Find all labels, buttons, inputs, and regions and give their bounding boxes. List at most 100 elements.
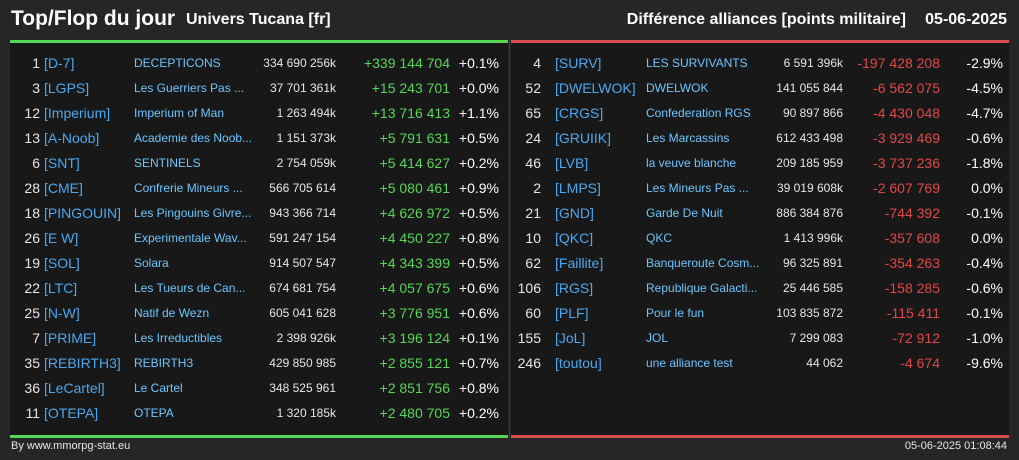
alliance-tag[interactable]: [toutou] xyxy=(555,355,602,371)
alliance-name[interactable]: la veuve blanche xyxy=(646,156,737,170)
percent-value: -0.6% xyxy=(966,280,1003,296)
alliance-name[interactable]: Les Marcassins xyxy=(646,131,730,145)
alliance-name[interactable]: DWELWOK xyxy=(646,81,709,95)
percent-value: -0.4% xyxy=(966,255,1003,271)
alliance-tag[interactable]: [LeCartel] xyxy=(44,380,105,396)
alliance-tag[interactable]: [LVB] xyxy=(555,155,589,171)
rank: 24 xyxy=(525,130,541,146)
alliance-name[interactable]: Confederation RGS xyxy=(646,106,751,120)
top-row: 19 [SOL] Solara 914 507 547 +4 343 399 +0.5% xyxy=(10,251,508,276)
alliance-name[interactable]: QKC xyxy=(646,231,673,245)
alliance-name[interactable]: Les Mineurs Pas ... xyxy=(646,181,749,195)
alliance-tag[interactable]: [SNT] xyxy=(44,155,80,171)
alliance-name[interactable]: Banqueroute Cosm... xyxy=(646,256,760,270)
rank: 35 xyxy=(24,355,40,371)
alliance-tag[interactable]: [QKC] xyxy=(555,230,594,246)
top-row: 35 [REBIRTH3] REBIRTH3 429 850 985 +2 855 12… xyxy=(10,351,508,376)
alliance-name[interactable]: Academie des Noob... xyxy=(134,131,253,145)
alliance-name[interactable]: REBIRTH3 xyxy=(134,356,194,370)
points-value: 566 705 614 xyxy=(269,181,336,195)
percent-value: -1.0% xyxy=(966,330,1003,346)
alliance-name[interactable]: JOL xyxy=(646,331,669,345)
flop-panel: 4 [SURV] LES SURVIVANTS 6 591 396k -197 428 … xyxy=(511,40,1009,438)
diff-value: +3 196 124 xyxy=(379,330,450,346)
alliance-name[interactable]: Solara xyxy=(134,256,169,270)
top-list: 1 [D-7] DECEPTICONS 334 690 256k +339 144 70… xyxy=(10,51,508,426)
alliance-name[interactable]: SENTINELS xyxy=(134,156,201,170)
alliance-tag[interactable]: [RGS] xyxy=(555,280,594,296)
alliance-tag[interactable]: [PRIME] xyxy=(44,330,97,346)
percent-value: -1.8% xyxy=(966,155,1003,171)
alliance-tag[interactable]: [E W] xyxy=(44,230,79,246)
alliance-tag[interactable]: [REBIRTH3] xyxy=(44,355,121,371)
points-value: 7 299 083 xyxy=(789,331,843,345)
rank: 18 xyxy=(24,205,40,221)
flop-row: 246 [toutou] une alliance test 44 062 -4 674… xyxy=(511,351,1009,376)
alliance-name[interactable]: Les Tueurs de Can... xyxy=(134,281,246,295)
rank: 22 xyxy=(24,280,40,296)
alliance-tag[interactable]: [Faillite] xyxy=(555,255,604,271)
points-value: 943 366 714 xyxy=(269,206,336,220)
percent-value: 0.0% xyxy=(971,180,1003,196)
alliance-tag[interactable]: [JoL] xyxy=(555,330,586,346)
alliance-tag[interactable]: [Imperium] xyxy=(44,105,111,121)
alliance-tag[interactable]: [N-W] xyxy=(44,305,80,321)
alliance-tag[interactable]: [LTC] xyxy=(44,280,78,296)
alliance-name[interactable]: Imperium of Man xyxy=(134,106,225,120)
alliance-name[interactable]: LES SURVIVANTS xyxy=(646,56,748,70)
alliance-tag[interactable]: [D-7] xyxy=(44,55,75,71)
alliance-name[interactable]: Le Cartel xyxy=(134,381,183,395)
points-value: 39 019 608k xyxy=(776,181,843,195)
alliance-tag[interactable]: [CRGS] xyxy=(555,105,604,121)
alliance-name[interactable]: Les Pingouins Givre... xyxy=(134,206,252,220)
alliance-name[interactable]: OTEPA xyxy=(134,406,174,420)
percent-value: +0.8% xyxy=(458,380,499,396)
diff-value: +15 243 701 xyxy=(371,80,450,96)
points-value: 2 398 926k xyxy=(276,331,336,345)
diff-value: +2 851 756 xyxy=(379,380,450,396)
alliance-name[interactable]: une alliance test xyxy=(646,356,733,370)
alliance-tag[interactable]: [LMPS] xyxy=(555,180,601,196)
alliance-name[interactable]: Republique Galacti... xyxy=(646,281,758,295)
percent-value: +0.1% xyxy=(458,330,499,346)
alliance-tag[interactable]: [OTEPA] xyxy=(44,405,99,421)
points-value: 103 835 872 xyxy=(776,306,843,320)
header: Top/Flop du jour Univers Tucana [fr] Dif… xyxy=(0,0,1019,40)
flop-row: 10 [QKC] QKC 1 413 996k -357 608 0.0% xyxy=(511,226,1009,251)
points-value: 96 325 891 xyxy=(782,256,843,270)
alliance-tag[interactable]: [A-Noob] xyxy=(44,130,100,146)
alliance-name[interactable]: Natif de Wezn xyxy=(134,306,210,320)
alliance-name[interactable]: Confrerie Mineurs ... xyxy=(134,181,243,195)
alliance-name[interactable]: Les Guerriers Pas ... xyxy=(134,81,245,95)
rank: 46 xyxy=(525,155,541,171)
universe-label: Univers Tucana [fr] xyxy=(186,11,331,28)
diff-value: -197 428 208 xyxy=(857,55,940,71)
top-row: 22 [LTC] Les Tueurs de Can... 674 681 754 +4… xyxy=(10,276,508,301)
alliance-tag[interactable]: [CME] xyxy=(44,180,83,196)
diff-value: -158 285 xyxy=(884,280,940,296)
alliance-tag[interactable]: [GRUIIK] xyxy=(555,130,612,146)
footer-timestamp: 05-06-2025 01:08:44 xyxy=(904,440,1007,452)
flop-row: 155 [JoL] JOL 7 299 083 -72 912 -1.0% xyxy=(511,326,1009,351)
diff-value: -744 392 xyxy=(884,205,940,221)
alliance-name[interactable]: Experimentale Wav... xyxy=(134,231,247,245)
alliance-tag[interactable]: [PLF] xyxy=(555,305,589,321)
diff-value: +13 716 413 xyxy=(371,105,450,121)
top-row: 25 [N-W] Natif de Wezn 605 041 628 +3 776 95… xyxy=(10,301,508,326)
percent-value: -4.7% xyxy=(966,105,1003,121)
alliance-tag[interactable]: [PINGOUIN] xyxy=(44,205,122,221)
alliance-name[interactable]: Garde De Nuit xyxy=(646,206,723,220)
percent-value: +0.5% xyxy=(458,130,499,146)
alliance-tag[interactable]: [GND] xyxy=(555,205,594,221)
alliance-name[interactable]: Pour le fun xyxy=(646,306,705,320)
rank: 62 xyxy=(525,255,541,271)
alliance-tag[interactable]: [LGPS] xyxy=(44,80,90,96)
alliance-name[interactable]: DECEPTICONS xyxy=(134,56,221,70)
diff-value: +5 414 627 xyxy=(379,155,450,171)
alliance-name[interactable]: Les Irreductibles xyxy=(134,331,223,345)
alliance-tag[interactable]: [DWELWOK] xyxy=(555,80,636,96)
top-row: 11 [OTEPA] OTEPA 1 320 185k +2 480 705 +0.2% xyxy=(10,401,508,426)
alliance-tag[interactable]: [SOL] xyxy=(44,255,80,271)
alliance-tag[interactable]: [SURV] xyxy=(555,55,602,71)
points-value: 141 055 844 xyxy=(776,81,843,95)
